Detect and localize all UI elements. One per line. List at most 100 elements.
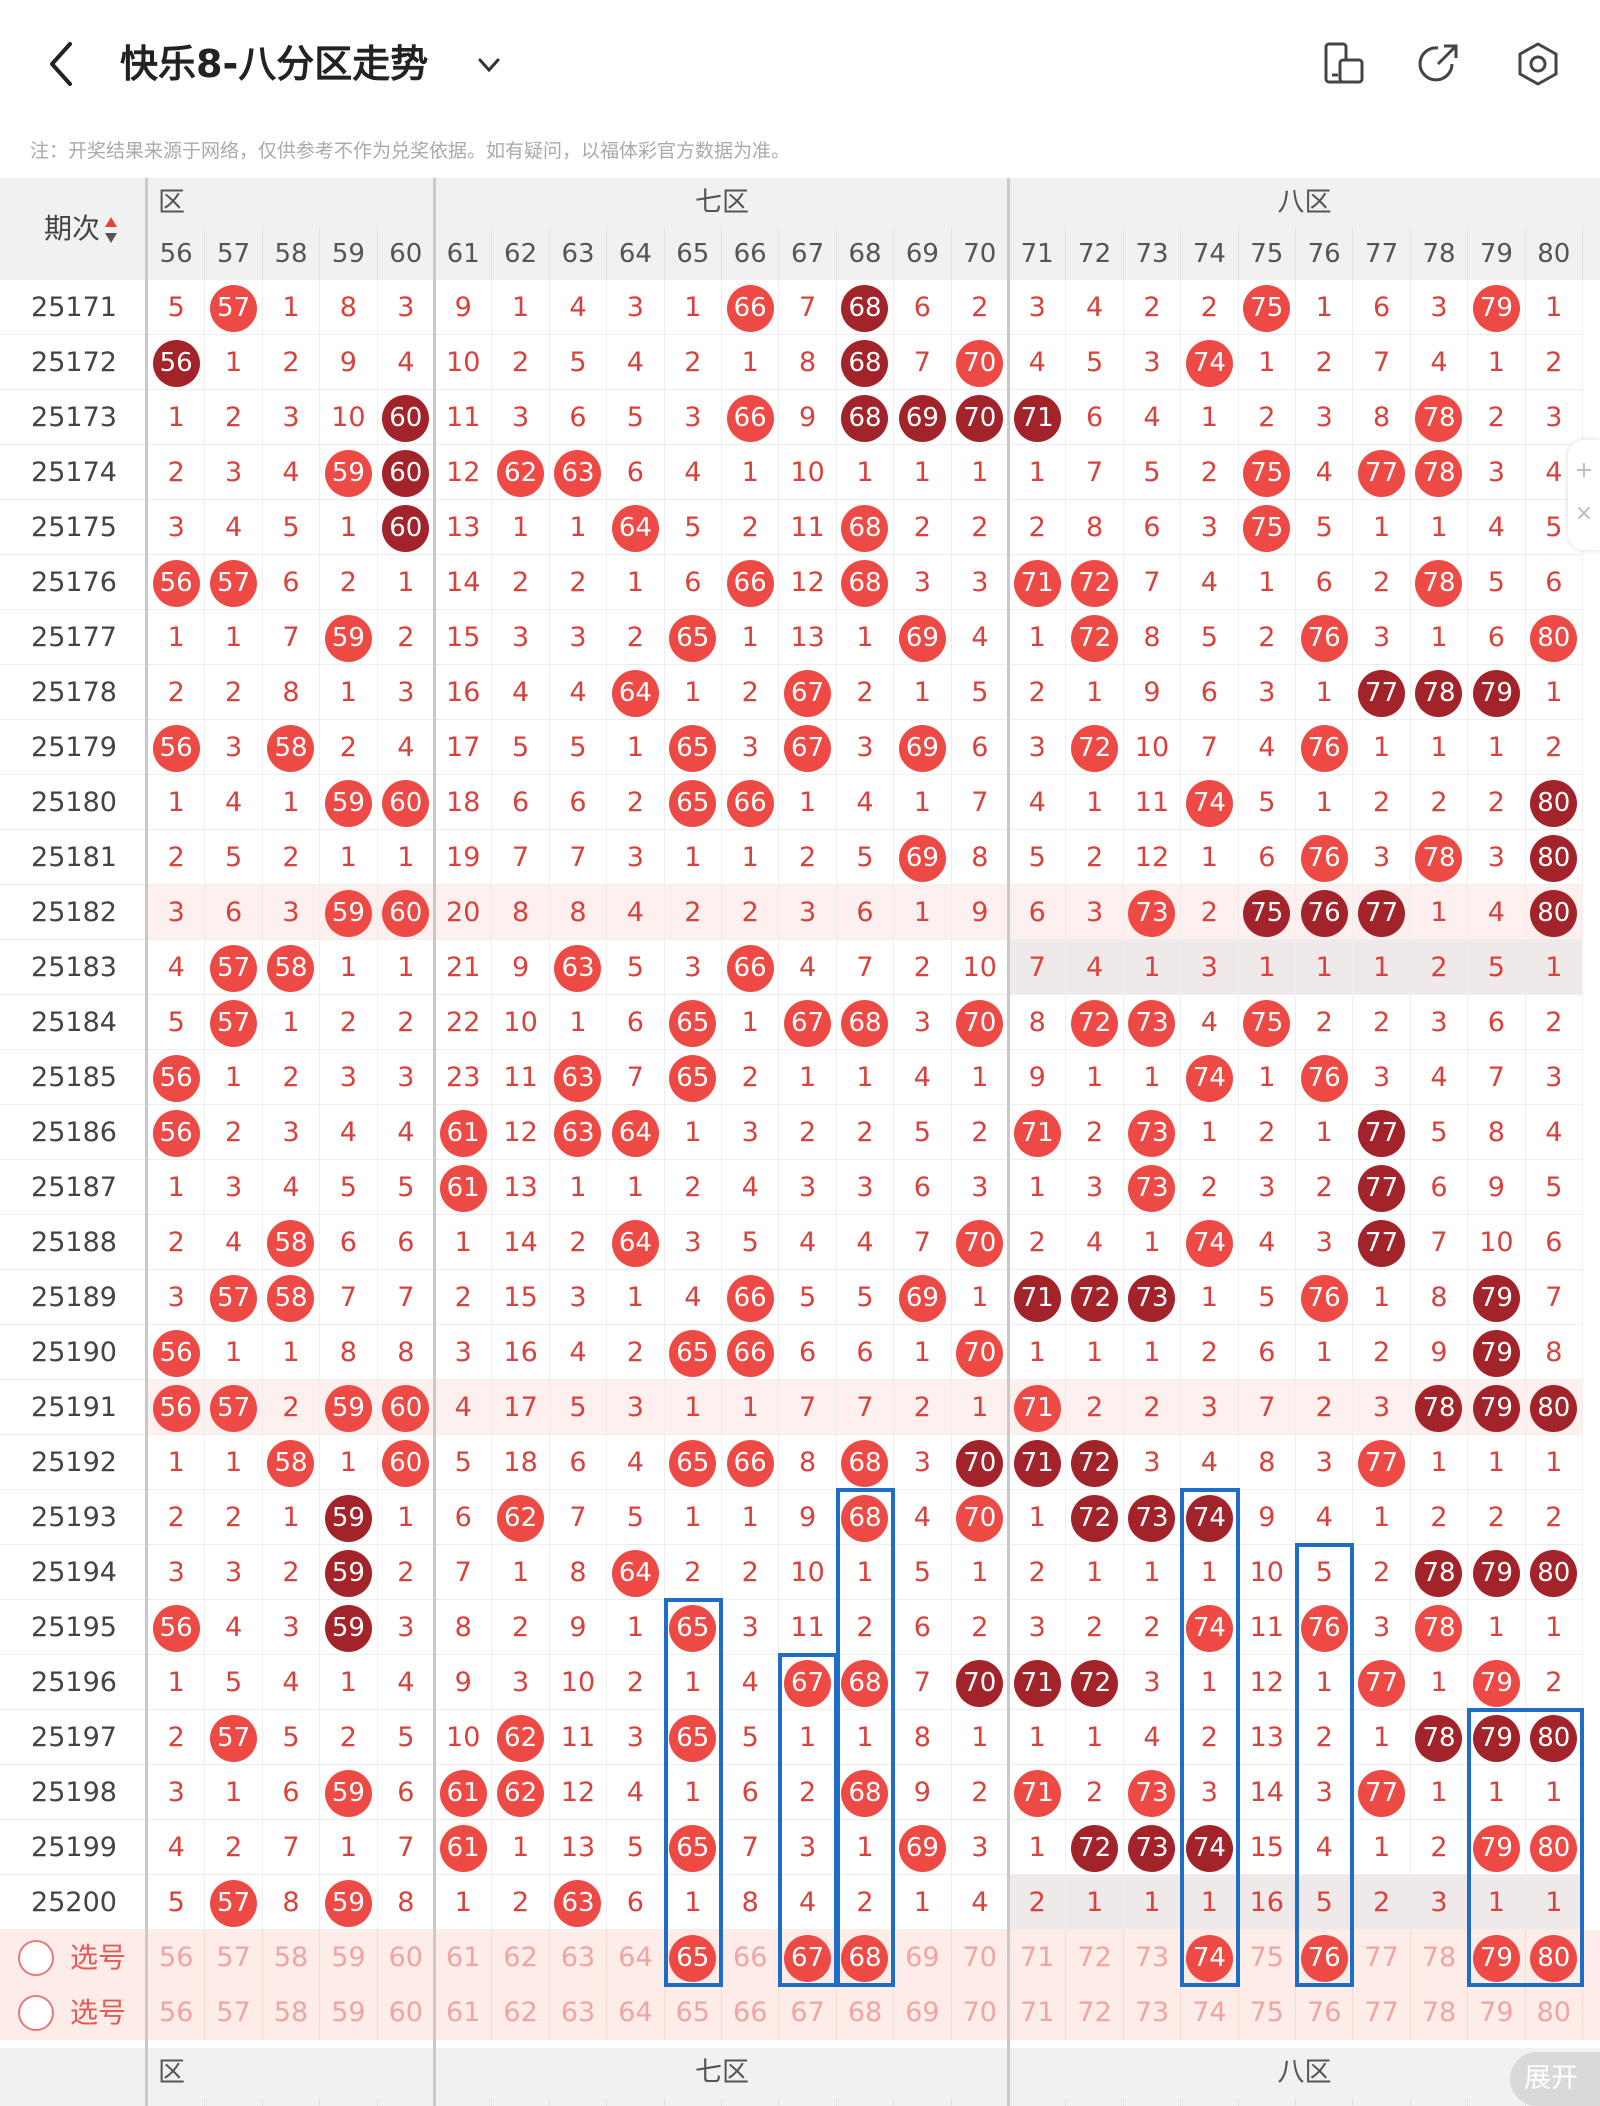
column-header[interactable]: 74 [1181,228,1239,280]
select-number[interactable]: 76 [1296,1985,1354,2040]
miss-count: 5 [377,1160,435,1215]
column-header[interactable]: 73 [1124,228,1182,280]
select-label[interactable]: 选号 [0,1985,148,2040]
select-row[interactable]: 选号 56 57 58 59 60 61 62 63 64 65 66 67 68 69 70 71 72 73 74… [0,1985,1600,2040]
select-number[interactable]: 72 [1066,1930,1124,1985]
select-number[interactable]: 56 [148,1930,206,1985]
select-number[interactable]: 70 [952,1985,1009,2040]
select-number[interactable]: 71 [1009,1930,1067,1985]
select-number[interactable]: 72 [1066,1985,1124,2040]
select-number[interactable]: 64 [607,1930,665,1985]
select-number[interactable]: 71 [1009,1985,1067,2040]
column-header[interactable]: 65 [665,228,722,280]
column-header[interactable]: 64 [607,228,665,280]
settings-icon[interactable] [1512,38,1564,90]
column-header[interactable]: 71 [1009,228,1067,280]
column-header[interactable]: 63 [550,228,608,280]
sort-icon[interactable] [104,215,118,245]
column-header[interactable]: 79 [1468,228,1526,280]
select-number[interactable]: 56 [148,1985,206,2040]
select-number[interactable]: 75 [1239,1985,1296,2040]
select-number[interactable]: 69 [894,1930,952,1985]
miss-count: 7 [1410,1215,1469,1270]
select-number[interactable]: 58 [263,1930,321,1985]
side-float-widget[interactable]: + × [1568,440,1600,550]
select-number[interactable]: 79 [1468,1985,1526,2040]
select-number[interactable]: 78 [1411,1930,1469,1985]
column-header[interactable]: 69 [894,228,952,280]
select-number[interactable]: 70 [952,1930,1009,1985]
column-header[interactable]: 66 [722,228,780,280]
column-header[interactable]: 59 [320,228,378,280]
select-number[interactable]: 77 [1353,1985,1411,2040]
select-number[interactable]: 60 [378,1985,435,2040]
miss-count: 1 [1525,1600,1583,1655]
back-arrow-icon[interactable] [40,36,84,92]
select-number[interactable]: 60 [378,1930,435,1985]
select-number[interactable]: 58 [263,1985,321,2040]
select-number[interactable]: 66 [722,1930,780,1985]
miss-count: 9 [779,390,837,445]
radio-button[interactable] [18,1995,54,2031]
column-header[interactable]: 75 [1239,228,1296,280]
trend-table[interactable]: 期次区七区 八区 56 57 58 59 60 61 62 63 64 65 66 67 68 69 70 71 7… [0,178,1600,2106]
miss-count: 1 [722,1380,780,1435]
column-header[interactable]: 62 [492,228,550,280]
select-number[interactable]: 75 [1239,1930,1296,1985]
number-ball: 57 [205,995,263,1050]
miss-count: 1 [148,1655,206,1710]
device-layout-icon[interactable] [1318,38,1370,90]
select-number[interactable]: 67 [779,1930,837,1985]
select-number[interactable]: 65 [665,1930,722,1985]
select-number[interactable]: 76 [1296,1930,1354,1985]
select-number[interactable]: 68 [837,1985,895,2040]
select-number[interactable]: 57 [205,1930,263,1985]
select-label[interactable]: 选号 [0,1930,148,1985]
column-header[interactable]: 80 [1526,228,1583,280]
column-header[interactable]: 78 [1411,228,1469,280]
select-number[interactable]: 61 [435,1930,493,1985]
select-number[interactable]: 61 [435,1985,493,2040]
expand-button[interactable]: 展开 [1510,2052,1600,2106]
select-number[interactable]: 57 [205,1985,263,2040]
share-icon[interactable] [1412,38,1464,90]
column-header[interactable]: 61 [435,228,493,280]
select-number[interactable]: 74 [1181,1985,1239,2040]
period-header[interactable]: 期次 [0,178,148,280]
select-number[interactable]: 59 [320,1930,378,1985]
column-header[interactable]: 72 [1066,228,1124,280]
select-number[interactable]: 59 [320,1985,378,2040]
column-header[interactable]: 68 [837,228,895,280]
select-row[interactable]: 选号 56 57 58 59 60 61 62 63 64 65 66 67 68 69 70 71 72 73 74… [0,1930,1600,1985]
select-number[interactable]: 80 [1526,1985,1583,2040]
column-header[interactable]: 70 [952,228,1009,280]
select-number[interactable]: 73 [1124,1930,1182,1985]
select-number[interactable]: 73 [1124,1985,1182,2040]
select-number[interactable]: 74 [1181,1930,1239,1985]
column-header[interactable]: 58 [263,228,321,280]
column-header[interactable]: 67 [779,228,837,280]
select-number[interactable]: 67 [779,1985,837,2040]
column-header[interactable]: 57 [205,228,263,280]
select-number[interactable]: 69 [894,1985,952,2040]
select-number[interactable]: 79 [1468,1930,1526,1985]
select-number[interactable]: 65 [665,1985,722,2040]
select-number[interactable]: 63 [550,1985,608,2040]
column-header[interactable]: 76 [1296,228,1354,280]
bottom-period-label: - [0,2058,148,2106]
select-number[interactable]: 63 [550,1930,608,1985]
column-header[interactable]: 56 [148,228,206,280]
column-header[interactable]: 60 [378,228,435,280]
select-number[interactable]: 68 [837,1930,895,1985]
select-number[interactable]: 62 [492,1985,550,2040]
select-number[interactable]: 77 [1353,1930,1411,1985]
select-number[interactable]: 80 [1526,1930,1583,1985]
select-number[interactable]: 62 [492,1930,550,1985]
select-number[interactable]: 64 [607,1985,665,2040]
page-title[interactable]: 快乐8-八分区走势 [120,42,429,86]
chevron-down-icon[interactable] [472,48,506,82]
column-header[interactable]: 77 [1353,228,1411,280]
select-number[interactable]: 78 [1411,1985,1469,2040]
select-number[interactable]: 66 [722,1985,780,2040]
radio-button[interactable] [18,1940,54,1976]
